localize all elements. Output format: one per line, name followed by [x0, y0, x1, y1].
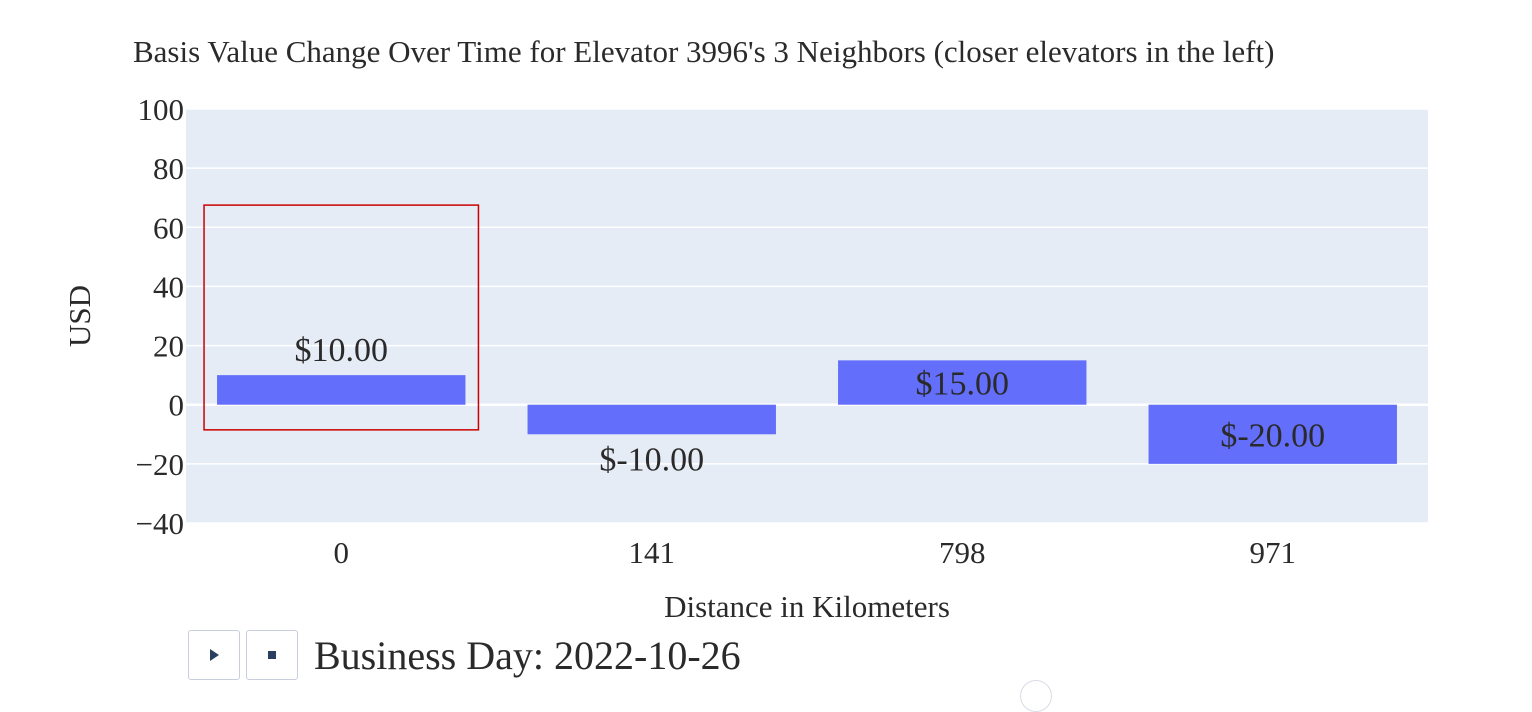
x-axis-title: Distance in Kilometers: [664, 589, 950, 624]
play-button[interactable]: [188, 630, 240, 680]
bar: [527, 404, 776, 435]
chart-title: Basis Value Change Over Time for Elevato…: [133, 34, 1274, 69]
highlight-box: [203, 204, 480, 431]
x-tick-label: 141: [629, 535, 676, 570]
bar: [838, 360, 1087, 405]
slider-current-value: Business Day: 2022-10-26: [314, 632, 741, 678]
y-tick-label: 40: [153, 269, 184, 304]
bar-data-label: $-20.00: [1220, 417, 1325, 454]
stop-button[interactable]: [246, 630, 298, 680]
x-tick-label: 798: [939, 535, 986, 570]
bar-labels: $10.00 $-10.00 $15.00 $-20.00: [295, 332, 1326, 478]
x-tick-label: 0: [334, 535, 350, 570]
stop-icon: [268, 651, 276, 659]
y-tick-label: −20: [136, 447, 184, 482]
bar-data-label: $-10.00: [599, 441, 704, 478]
y-tick-label: 100: [138, 92, 185, 127]
y-tick-label: 80: [153, 151, 184, 186]
animation-controls: Business Day: 2022-10-26: [188, 630, 741, 680]
bar-data-label: $10.00: [295, 332, 389, 369]
bar: [1148, 404, 1397, 464]
y-tick-label: 0: [169, 388, 185, 423]
y-tick-label: 20: [153, 329, 184, 364]
y-axis-title: USD: [62, 285, 97, 347]
bar-data-label: $15.00: [916, 366, 1010, 403]
y-tick-label: 60: [153, 210, 184, 245]
bars: [217, 360, 1397, 464]
x-tick-labels: 0 141 798 971: [334, 535, 1297, 570]
y-tick-labels: −40 −20 0 20 40 60 80 100: [136, 92, 184, 541]
bar: [217, 375, 466, 405]
x-tick-label: 971: [1250, 535, 1297, 570]
y-tick-label: −40: [136, 506, 184, 541]
slider-handle[interactable]: [1020, 680, 1052, 712]
play-icon: [209, 649, 219, 661]
